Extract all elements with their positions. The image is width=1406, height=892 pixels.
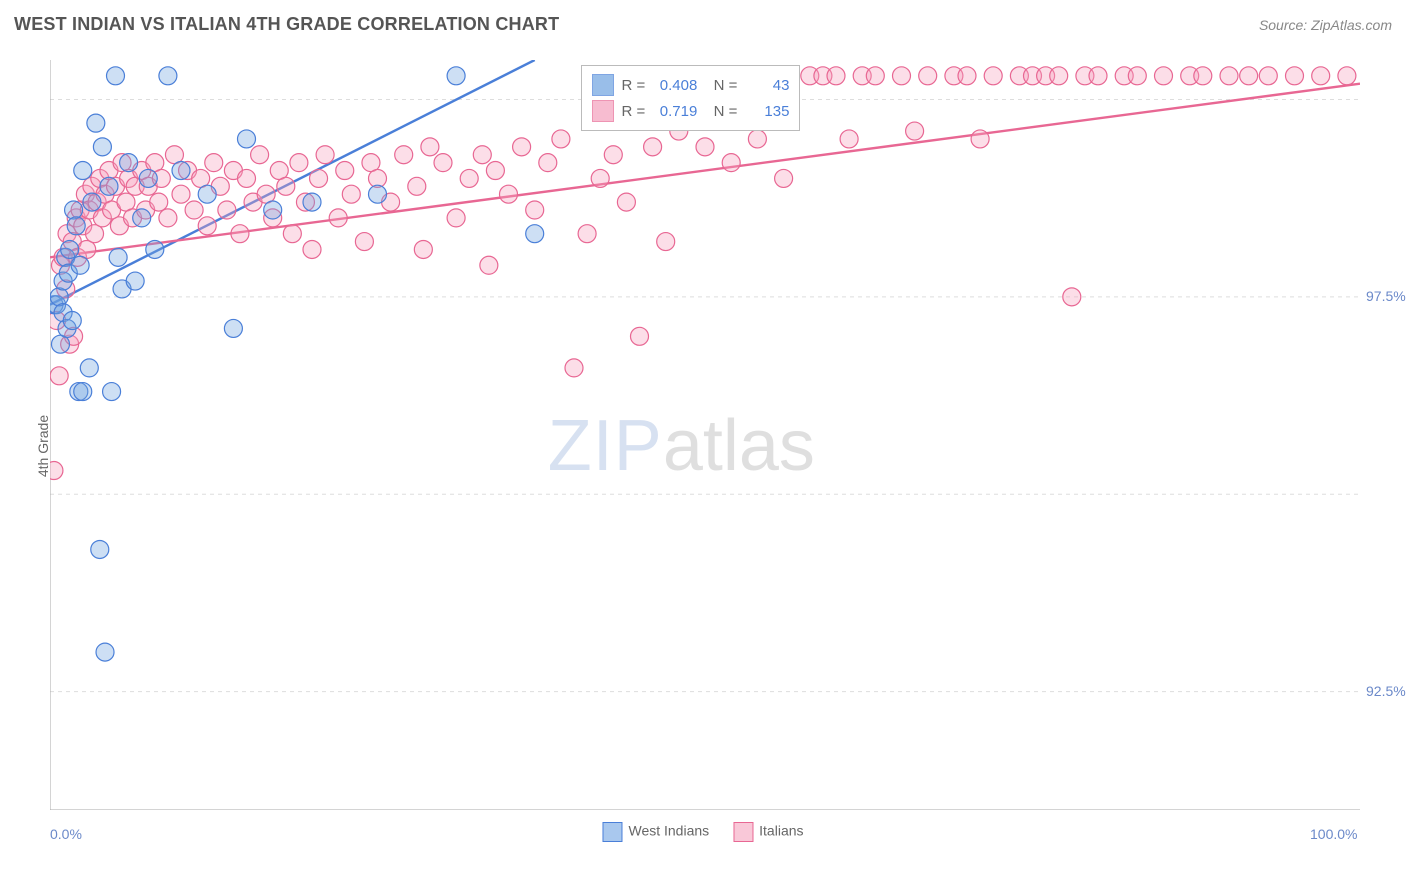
series-swatch xyxy=(592,100,614,122)
n-value: 135 xyxy=(745,103,789,120)
source-attribution: Source: ZipAtlas.com xyxy=(1259,17,1392,33)
stats-row: R = 0.719 N = 135 xyxy=(592,98,790,124)
n-value: 43 xyxy=(745,77,789,94)
legend: West Indians Italians xyxy=(602,822,803,842)
x-tick-label: 0.0% xyxy=(50,826,82,842)
n-label: N = xyxy=(705,103,737,120)
y-tick-label: 97.5% xyxy=(1366,288,1406,304)
r-value: 0.408 xyxy=(653,77,697,94)
legend-swatch xyxy=(602,822,622,842)
legend-item: Italians xyxy=(733,822,803,842)
r-label: R = xyxy=(622,77,646,94)
stats-row: R = 0.408 N = 43 xyxy=(592,72,790,98)
legend-item: West Indians xyxy=(602,822,709,842)
correlation-stats-box: R = 0.408 N = 43 R = 0.719 N = 135 xyxy=(581,65,801,131)
series-swatch xyxy=(592,74,614,96)
legend-label: Italians xyxy=(759,823,803,839)
legend-swatch xyxy=(733,822,753,842)
y-tick-label: 92.5% xyxy=(1366,683,1406,699)
r-value: 0.719 xyxy=(653,103,697,120)
y-axis-label: 4th Grade xyxy=(35,415,51,477)
r-label: R = xyxy=(622,103,646,120)
chart-area xyxy=(50,60,1360,810)
x-tick-label: 100.0% xyxy=(1310,826,1357,842)
chart-title: WEST INDIAN VS ITALIAN 4TH GRADE CORRELA… xyxy=(14,14,559,35)
scatter-plot xyxy=(50,60,1360,810)
n-label: N = xyxy=(705,77,737,94)
legend-label: West Indians xyxy=(628,823,709,839)
chart-header: WEST INDIAN VS ITALIAN 4TH GRADE CORRELA… xyxy=(14,14,1392,35)
